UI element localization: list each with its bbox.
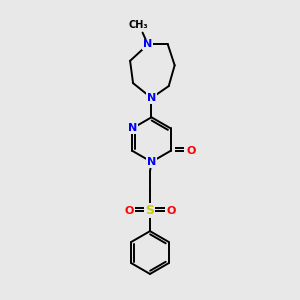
Text: N: N — [143, 40, 152, 50]
Text: N: N — [147, 93, 156, 103]
Text: O: O — [166, 206, 176, 216]
Text: CH₃: CH₃ — [128, 20, 148, 31]
Text: N: N — [147, 157, 156, 167]
Text: N: N — [128, 124, 137, 134]
Text: O: O — [186, 146, 196, 156]
Text: O: O — [124, 206, 134, 216]
Text: S: S — [146, 204, 154, 218]
